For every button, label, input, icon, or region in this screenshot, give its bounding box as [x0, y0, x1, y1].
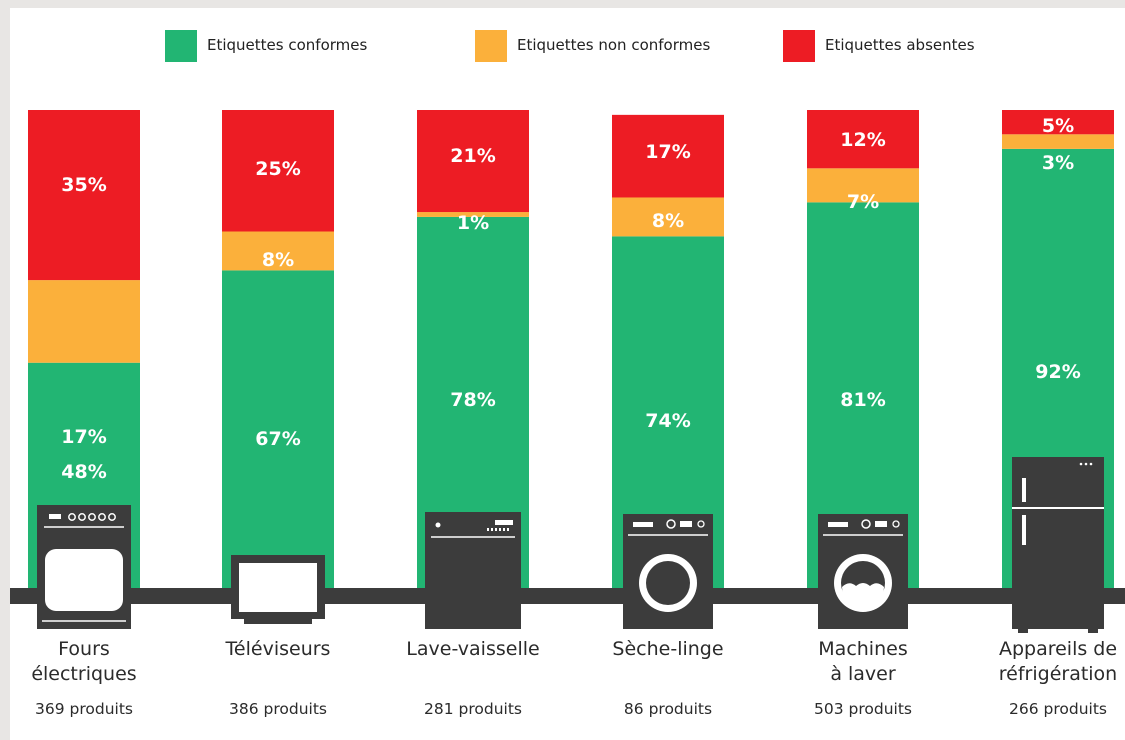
legend-item: Etiquettes non conformes: [475, 30, 710, 62]
bar-value-label: 3%: [1042, 152, 1074, 174]
category-label: à laver: [830, 663, 896, 685]
category-label: électriques: [31, 663, 136, 685]
bar-segment: [807, 168, 919, 203]
bar-segment: [417, 110, 529, 213]
legend-label: Etiquettes absentes: [825, 36, 975, 54]
bar-segment: [28, 280, 140, 363]
bar-value-label: 8%: [262, 249, 294, 271]
bar-value-label: 5%: [1042, 115, 1074, 137]
bar-value-label: 74%: [645, 410, 690, 432]
stacked-bar-chart: Etiquettes conformes Etiquettes non confo…: [10, 30, 1125, 718]
bar-segment: [1002, 134, 1114, 149]
bar-segment: [28, 110, 140, 281]
bar-segment: [1002, 110, 1114, 135]
dishwasher-icon: [425, 512, 521, 629]
legend-swatch: [165, 30, 197, 62]
bar-segment: [222, 231, 334, 271]
bar-value-label: 25%: [255, 158, 300, 180]
bar-value-label: 17%: [645, 141, 690, 163]
legend-label: Etiquettes conformes: [207, 36, 367, 54]
category-label: Machines: [818, 638, 907, 660]
fridge-icon: [1012, 457, 1104, 633]
bar-segment: [807, 110, 919, 169]
category-label: réfrigération: [999, 663, 1117, 685]
bar-value-label: 17%: [61, 426, 106, 448]
bar-value-label: 67%: [255, 428, 300, 450]
category-count: 266 produits: [1009, 700, 1107, 718]
bar-value-label: 12%: [840, 129, 885, 151]
bar-value-label: 8%: [652, 210, 684, 232]
category-count: 386 produits: [229, 700, 327, 718]
bar-segment: [612, 114, 724, 198]
legend-swatch: [783, 30, 815, 62]
bar-value-label: 21%: [450, 145, 495, 167]
category-count: 503 produits: [814, 700, 912, 718]
legend-item: Etiquettes conformes: [165, 30, 367, 62]
category-label: Fours: [58, 638, 110, 660]
bar-value-label: 7%: [847, 191, 879, 213]
bar-segment: [612, 197, 724, 237]
dryer-icon: [623, 514, 713, 629]
bar-value-label: 92%: [1035, 361, 1080, 383]
bar-segment: [222, 110, 334, 232]
category-count: 369 produits: [35, 700, 133, 718]
legend-label: Etiquettes non conformes: [517, 36, 710, 54]
bar-value-label: 81%: [840, 389, 885, 411]
legend-swatch: [475, 30, 507, 62]
bar-segment: [417, 212, 529, 217]
bar-segment: [222, 270, 334, 596]
oven-icon: [37, 505, 131, 629]
category-label: Sèche-linge: [612, 638, 723, 660]
category-count: 281 produits: [424, 700, 522, 718]
category-label: Appareils de: [999, 638, 1117, 660]
legend-item: Etiquettes absentes: [783, 30, 975, 62]
chart-frame: Etiquettes conformes Etiquettes non confo…: [10, 8, 1125, 740]
category-label: Téléviseurs: [225, 638, 331, 660]
baseline-band: [10, 588, 1125, 604]
washing-machine-icon: [818, 514, 908, 629]
bar-value-label: 48%: [61, 461, 106, 483]
tv-icon: [231, 555, 325, 624]
category-label: Lave-vaisselle: [406, 638, 539, 660]
bar-value-label: 78%: [450, 389, 495, 411]
category-count: 86 produits: [624, 700, 712, 718]
bar-value-label: 1%: [457, 212, 489, 234]
bar-value-label: 35%: [61, 174, 106, 196]
